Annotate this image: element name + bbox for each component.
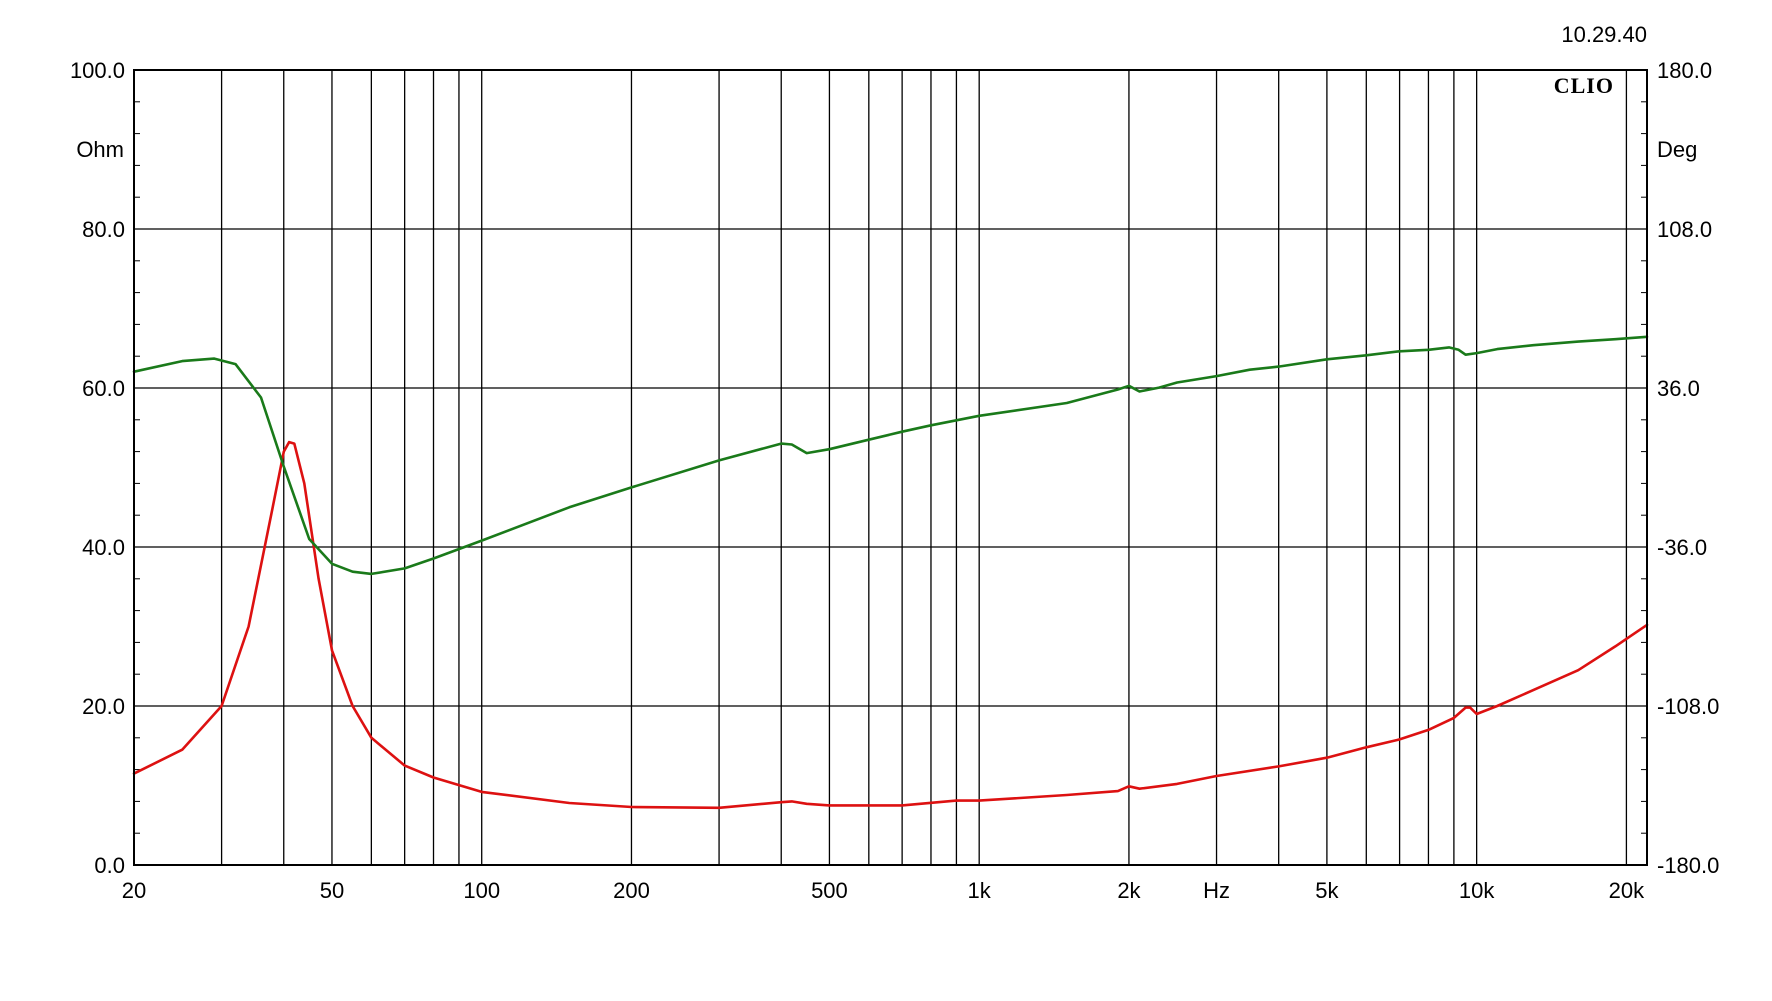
right-tick-label: 36.0 [1657, 376, 1700, 401]
tick-labels: 20 50 100 200 500 1k 2k 5k 10k 20k Hz 0.0 20.0 40.0 60… [70, 58, 1719, 903]
x-tick-label: 20k [1609, 878, 1645, 903]
x-tick-label: 5k [1315, 878, 1339, 903]
x-tick-label: 2k [1117, 878, 1141, 903]
right-tick-label: -36.0 [1657, 535, 1707, 560]
x-tick-label: 10k [1459, 878, 1495, 903]
right-tick-label: -108.0 [1657, 694, 1719, 719]
x-axis-label: Hz [1203, 878, 1230, 903]
impedance-curve [132, 440, 1649, 810]
x-tick-label: 500 [811, 878, 848, 903]
x-tick-label: 50 [320, 878, 344, 903]
x-tick-label: 20 [122, 878, 146, 903]
right-tick-label: 108.0 [1657, 217, 1712, 242]
timestamp: 10.29.40 [1561, 22, 1647, 47]
plot-area [134, 70, 1647, 865]
left-axis-label: Ohm [76, 137, 124, 162]
right-tick-label: -180.0 [1657, 853, 1719, 878]
left-tick-label: 80.0 [82, 217, 125, 242]
left-tick-label: 40.0 [82, 535, 125, 560]
grid [134, 69, 1647, 866]
x-tick-label: 200 [613, 878, 650, 903]
left-tick-label: 100.0 [70, 58, 125, 83]
series-group [132, 335, 1649, 810]
left-tick-label: 20.0 [82, 694, 125, 719]
right-tick-label: 180.0 [1657, 58, 1712, 83]
right-axis-label: Deg [1657, 137, 1697, 162]
x-tick-label: 1k [968, 878, 992, 903]
brand-logo: CLIO [1554, 73, 1614, 98]
plot-frame [133, 69, 1648, 866]
phase-curve [132, 335, 1649, 576]
left-tick-label: 60.0 [82, 376, 125, 401]
x-tick-label: 100 [463, 878, 500, 903]
left-tick-label: 0.0 [94, 853, 125, 878]
